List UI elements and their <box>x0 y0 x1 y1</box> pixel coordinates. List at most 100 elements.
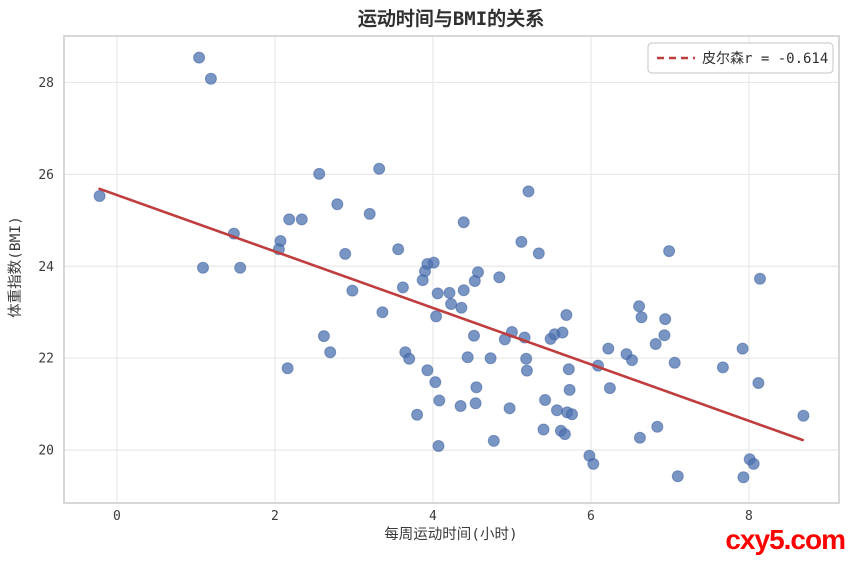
scatter-point <box>470 381 483 394</box>
scatter-point <box>396 281 409 294</box>
x-tick-label: 8 <box>745 509 753 524</box>
scatter-point <box>429 376 442 389</box>
scatter-point <box>556 326 569 339</box>
scatter-point <box>603 382 616 395</box>
scatter-point <box>455 301 468 314</box>
scatter-point <box>539 394 552 406</box>
scatter-point <box>633 300 646 313</box>
scatter-point <box>234 261 247 274</box>
x-tick-label: 0 <box>113 509 121 524</box>
scatter-point <box>433 394 446 407</box>
scatter-point <box>430 310 443 323</box>
scatter-point <box>633 431 646 444</box>
gridlines <box>64 36 839 503</box>
scatter-point <box>736 342 749 355</box>
scatter-point <box>566 408 578 421</box>
scatter-point <box>403 352 416 365</box>
scatter-point <box>93 190 106 202</box>
regression-line <box>98 187 804 442</box>
scatter-point <box>392 243 405 256</box>
x-axis-ticks: 0 2 4 6 8 <box>113 509 753 524</box>
scatter-point <box>668 356 681 369</box>
y-tick-label: 22 <box>38 352 54 367</box>
scatter-point <box>193 51 206 64</box>
scatter-points <box>93 51 810 484</box>
scatter-point <box>295 213 308 226</box>
x-axis-label: 每周运动时间(小时) <box>384 526 517 543</box>
scatter-point <box>635 311 648 324</box>
y-tick-label: 26 <box>38 168 54 183</box>
scatter-point <box>346 284 359 297</box>
scatter-point <box>461 351 474 364</box>
scatter-point <box>468 275 481 287</box>
scatter-point <box>671 470 684 483</box>
scatter-point <box>484 352 497 365</box>
scatter-point <box>431 287 444 300</box>
scatter-point <box>520 352 533 365</box>
scatter-point <box>551 404 563 417</box>
scatter-point <box>752 377 765 389</box>
scatter-point <box>562 363 575 376</box>
scatter-point <box>469 397 482 410</box>
scatter-point <box>503 402 516 415</box>
scatter-point <box>587 457 600 470</box>
scatter-point <box>331 198 344 211</box>
y-tick-label: 28 <box>38 76 54 91</box>
trend-line <box>98 187 804 442</box>
scatter-point <box>663 245 676 258</box>
scatter-point <box>421 364 434 377</box>
scatter-point <box>454 400 467 412</box>
scatter-point <box>560 309 573 321</box>
scatter-point <box>283 213 296 226</box>
scatter-point <box>443 286 456 299</box>
x-tick-label: 2 <box>271 509 279 524</box>
scatter-point <box>363 207 376 220</box>
legend-box <box>647 42 834 74</box>
scatter-point <box>416 274 429 287</box>
scatter-point <box>797 409 810 422</box>
legend: 皮尔森r = -0.614 <box>647 42 834 74</box>
scatter-point <box>649 338 662 350</box>
scatter-point <box>493 271 506 284</box>
x-tick-label: 4 <box>429 509 437 524</box>
y-axis-ticks: 20 22 24 26 28 <box>38 76 54 459</box>
scatter-point <box>537 423 550 436</box>
y-tick-label: 20 <box>38 444 54 459</box>
plot-border <box>63 35 840 504</box>
scatter-point <box>520 364 533 377</box>
legend-label: 皮尔森r = -0.614 <box>702 51 828 67</box>
scatter-point <box>457 284 470 297</box>
scatter-point <box>532 247 545 260</box>
plot-area <box>64 36 839 503</box>
scatter-point <box>445 298 458 310</box>
scatter-point <box>468 329 480 342</box>
scatter-point <box>376 306 389 319</box>
y-axis-label: 体重指数(BMI) <box>7 216 24 318</box>
scatter-point <box>317 330 330 343</box>
chart-title: 运动时间与BMI的关系 <box>358 7 544 30</box>
scatter-point <box>457 216 470 229</box>
scatter-point <box>373 162 386 175</box>
scatter-point <box>658 329 671 342</box>
scatter-point <box>515 235 528 248</box>
scatter-point <box>339 247 352 260</box>
scatter-point <box>281 362 294 375</box>
scatter-point <box>324 346 337 359</box>
scatter-point <box>651 420 664 433</box>
scatter-point <box>716 361 729 374</box>
scatter-point <box>411 408 424 421</box>
y-tick-label: 24 <box>38 260 54 275</box>
scatter-point <box>626 354 638 367</box>
scatter-point <box>563 383 576 396</box>
scatter-point <box>754 272 766 285</box>
scatter-point <box>659 313 672 326</box>
scatter-point <box>602 342 615 355</box>
scatter-point <box>747 457 760 470</box>
scatter-point <box>558 428 571 441</box>
scatter-point <box>204 72 217 85</box>
scatter-point <box>737 471 750 484</box>
x-tick-label: 6 <box>587 509 595 524</box>
scatter-point <box>197 261 209 274</box>
